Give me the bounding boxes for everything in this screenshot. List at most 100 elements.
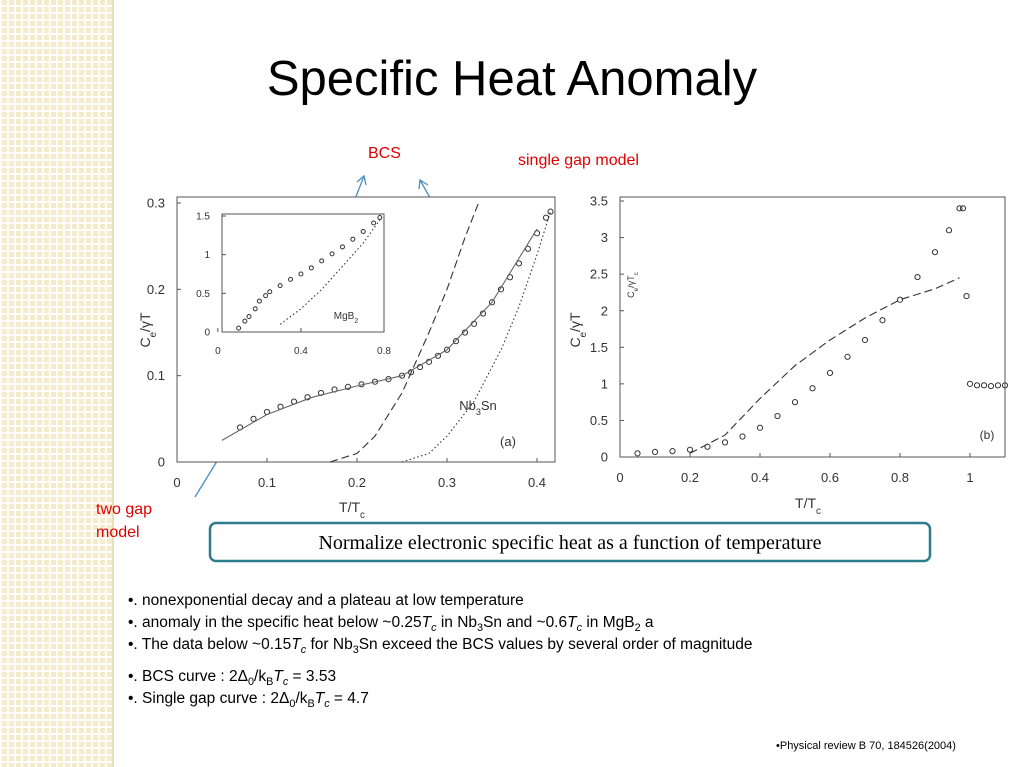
text-segment: •. The data below ~0.15 (128, 636, 292, 653)
text-segment: 3 (352, 644, 359, 657)
x-tick-label: 1 (966, 470, 973, 485)
data-point (931, 249, 939, 256)
x-tick-label: 0.4 (751, 470, 769, 485)
y-tick-label: 0.1 (147, 368, 165, 383)
data-point (914, 273, 921, 281)
text-segment: MgB (334, 311, 355, 322)
reference: •Physical review B 70, 184526(2004) (776, 740, 956, 752)
data-point (651, 448, 659, 455)
data-point (461, 329, 469, 336)
text-segment: c (324, 698, 330, 711)
text-segment: in MgB (582, 614, 635, 631)
data-point (267, 289, 273, 295)
text-segment: T (273, 668, 283, 685)
text-segment: /γT (137, 312, 153, 332)
y-tick-label: 1.5 (590, 340, 608, 355)
data-point (945, 227, 953, 234)
arrow-head (356, 174, 367, 186)
data-point (879, 317, 886, 324)
data-point (350, 236, 356, 242)
text-segment: T (291, 636, 301, 653)
text-segment: BCS (368, 145, 401, 162)
y-tick-label: 0 (204, 328, 210, 339)
x-tick-label: 0.8 (377, 346, 391, 357)
text-segment: Sn (481, 398, 497, 413)
data-point (329, 251, 335, 257)
x-tick-label: 0.6 (821, 470, 839, 485)
caption-text: Normalize electronic specific heat as a … (318, 532, 821, 554)
x-tick-label: 0 (215, 346, 221, 357)
text-segment: /k (254, 668, 267, 685)
text-segment: for Nb (306, 636, 353, 653)
data-point (360, 228, 366, 234)
data-point (861, 336, 869, 344)
curve (279, 219, 381, 325)
y-tick-label: 3 (601, 230, 608, 245)
data-point (739, 433, 746, 440)
y-axis-label: Ce/γT (137, 312, 159, 347)
data-point (277, 283, 283, 289)
data-point (686, 446, 694, 453)
text-segment: c (282, 676, 289, 689)
data-point (319, 258, 325, 264)
data-point (756, 424, 764, 431)
text-segment: (b) (980, 428, 995, 442)
text-segment: c (431, 622, 437, 635)
annotation: two gap (96, 501, 152, 518)
text-segment: T (314, 690, 325, 707)
curve (329, 202, 480, 463)
data-point (339, 244, 345, 250)
text-segment: e (633, 287, 640, 291)
data-point (896, 296, 904, 303)
y-tick-label: 3.5 (590, 194, 608, 209)
text-segment: B (307, 698, 315, 711)
x-tick-label: 0.4 (528, 475, 546, 490)
x-tick-label: 0.4 (294, 346, 308, 357)
text-segment: Sn and ~0.6 (483, 614, 568, 631)
text-segment: = 3.53 (288, 668, 337, 685)
bullet-group: •. nonexponential decay and a plateau at… (128, 590, 752, 656)
slide-title: Specific Heat Anomaly (267, 52, 758, 106)
data-point (452, 338, 460, 345)
data-point (973, 382, 981, 389)
data-point (246, 314, 252, 320)
chart-note: MgB2 (334, 311, 359, 325)
arrow-head (418, 178, 429, 190)
data-point (398, 372, 406, 379)
data-point (791, 399, 799, 406)
y-tick-label: 0.5 (590, 413, 608, 428)
text-segment: c (633, 272, 640, 275)
text-segment: in Nb (436, 614, 478, 631)
data-point (479, 310, 487, 317)
text-segment: c (300, 644, 307, 657)
annotation: BCS (368, 145, 401, 162)
data-point (308, 265, 314, 271)
data-point (304, 394, 311, 401)
y-tick-label: 0.3 (147, 196, 165, 211)
text-segment: •. anomaly in the specific heat below ~0… (128, 614, 422, 631)
text-segment: •. Single gap curve : 2Δ (128, 690, 290, 707)
text-segment: /γT (626, 275, 636, 288)
bullet-line: •. anomaly in the specific heat below ~0… (128, 612, 752, 634)
text-segment: single gap model (518, 152, 639, 169)
y-tick-label: 0.2 (147, 282, 165, 297)
text-segment: /k (295, 690, 308, 707)
text-segment: model (96, 524, 140, 541)
curve (221, 228, 538, 441)
text-segment: T (421, 614, 432, 631)
x-tick-label: 0.1 (258, 475, 276, 490)
chart: 00.511.522.533.50 0.2 0.4 0.6 0.8 1T/TcCe/γTC… (567, 194, 1009, 517)
data-point (634, 450, 641, 457)
data-point (844, 353, 851, 360)
data-point (236, 325, 242, 331)
data-point (809, 385, 816, 392)
text-segment: B (266, 676, 274, 689)
y-tick-label: 0 (601, 450, 608, 465)
data-point (377, 215, 383, 221)
x-tick-label: 0.2 (348, 475, 366, 490)
bullet-line: •. BCS curve : 2Δ0/kBTc = 3.53 (128, 666, 752, 688)
chart-note: Nb3Sn (459, 398, 497, 417)
data-point (434, 352, 442, 359)
chart-note: Ce/γTc (626, 272, 640, 298)
